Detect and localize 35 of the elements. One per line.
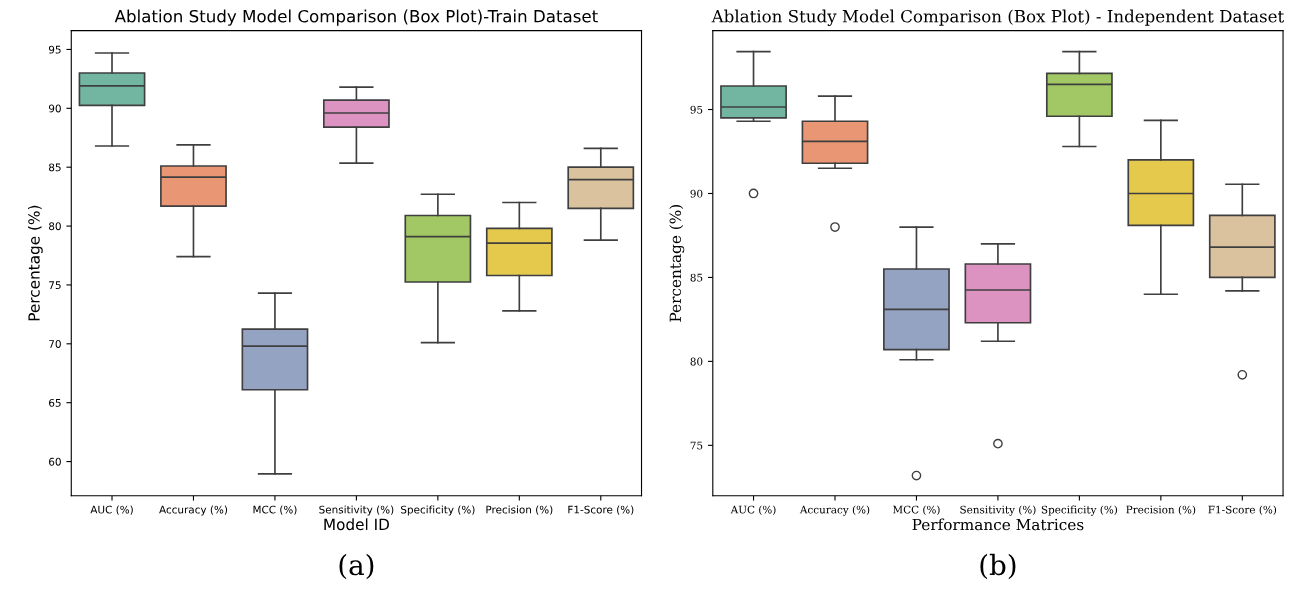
x-tick-label: MCC (%) — [893, 505, 940, 515]
x-tick-label: Specificity (%) — [1041, 505, 1118, 516]
y-tick-label: 80 — [690, 357, 703, 366]
x-tick-label: Sensitivity (%) — [960, 505, 1036, 516]
x-axis-title: Model ID — [324, 518, 389, 531]
y-tick-label: 85 — [690, 273, 703, 282]
y-tick-label: 75 — [49, 281, 61, 290]
text: (b) — [980, 553, 1016, 580]
x-tick-label: Precision (%) — [1126, 505, 1196, 515]
x-tick-label: F1-Score (%) — [1208, 505, 1277, 515]
x-tick-label: AUC (%) — [90, 505, 133, 515]
y-tick-label: 65 — [49, 398, 61, 407]
x-tick-label: MCC (%) — [253, 505, 297, 515]
y-tick-label: 90 — [690, 189, 703, 198]
y-tick-label: 80 — [49, 222, 61, 231]
x-tick-label: Precision (%) — [486, 505, 553, 515]
y-tick-label: 95 — [690, 105, 703, 114]
text: (a) — [339, 553, 374, 580]
y-tick-label: 70 — [49, 340, 61, 348]
x-tick-label: F1-Score (%) — [568, 505, 634, 515]
chart-title: Ablation Study Model Comparison (Box Plot)-Train Dataset — [114, 9, 598, 26]
y-tick-label: 75 — [690, 441, 703, 450]
y-axis-title: Percentage (%) — [27, 205, 43, 321]
x-tick-label: Specificity (%) — [401, 505, 475, 516]
x-tick-label: AUC (%) — [730, 505, 776, 515]
chart-title: Ablation Study Model Comparison (Box Plot) - Independent Dataset — [711, 9, 1285, 26]
y-axis-title: Percentage (%) — [669, 205, 685, 322]
x-axis-title: Performance Matrices — [912, 518, 1084, 531]
y-tick-label: 95 — [48, 45, 61, 54]
y-tick-label: 90 — [48, 104, 61, 113]
x-tick-label: Accuracy (%) — [799, 505, 870, 516]
y-tick-label: 60 — [49, 457, 61, 466]
x-tick-label: Accuracy (%) — [159, 505, 228, 516]
x-tick-label: Sensitivity (%) — [319, 505, 394, 516]
y-tick-label: 85 — [49, 163, 61, 172]
